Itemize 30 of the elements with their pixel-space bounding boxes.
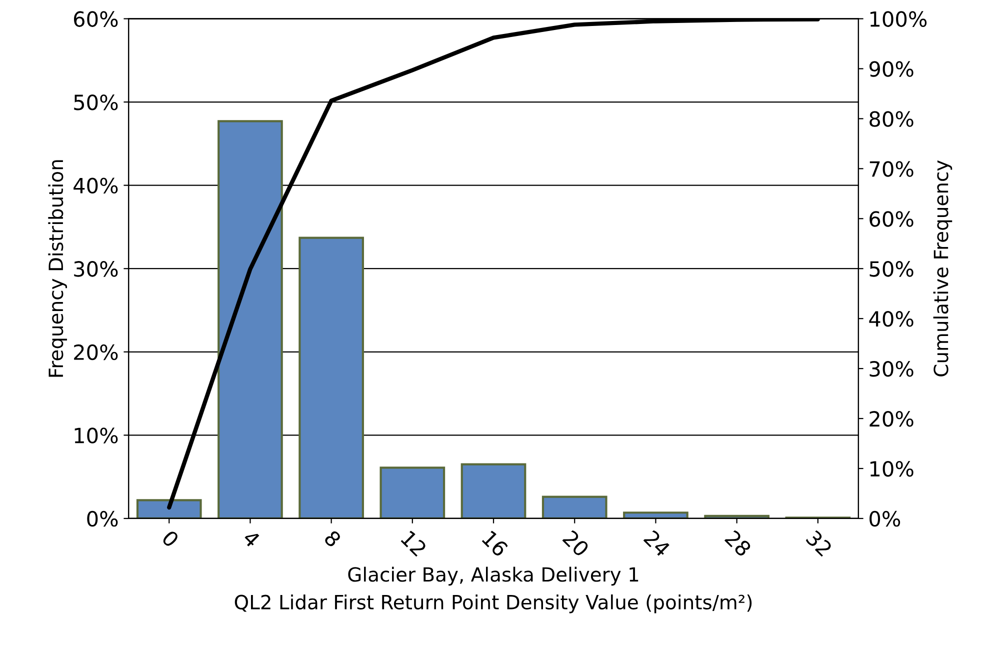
x-tick-label: 4 <box>242 529 261 548</box>
y-tick-label: 30% <box>74 261 118 277</box>
x-tick-label: 24 <box>643 530 672 558</box>
x-tick-label: 16 <box>481 530 509 558</box>
y2-tick-label: 80% <box>870 111 914 127</box>
y-tick-label: 10% <box>74 428 118 444</box>
y-tick-label: 50% <box>74 94 118 110</box>
x-tick-label: 32 <box>805 530 833 557</box>
y2-tick-label: 40% <box>869 311 914 327</box>
x-axis-title: Glacier Bay, Alaska Delivery 1 QL2 Lidar First Return Point Density Value (points/m²) <box>234 566 752 614</box>
y2-tick-label: 100% <box>870 11 927 27</box>
y2-tick-label: 20% <box>870 410 914 427</box>
y-axis-title: Frequency Distribution <box>48 160 67 377</box>
x-tick-label: 8 <box>323 529 342 548</box>
y-tick-label: 40% <box>74 178 118 194</box>
x-tick-label: 0 <box>161 529 180 548</box>
x-tick-label: 12 <box>400 530 428 557</box>
x-tick-label: 20 <box>562 530 590 558</box>
y2-axis-title: Cumulative Frequency <box>933 160 952 376</box>
y2-tick-label: 10% <box>870 460 914 477</box>
y-tick-label: 20% <box>74 344 118 360</box>
y2-tick-label: 70% <box>870 161 914 177</box>
y-tick-label: 60% <box>74 11 118 27</box>
y-tick-label: 0% <box>87 510 118 527</box>
y2-tick-label: 60% <box>870 211 914 227</box>
y2-tick-label: 90% <box>869 61 914 77</box>
x-tick-label: 28 <box>724 530 752 558</box>
y2-tick-label: 30% <box>870 361 914 377</box>
y2-tick-label: 0% <box>870 510 900 527</box>
y2-tick-label: 50% <box>870 261 914 277</box>
